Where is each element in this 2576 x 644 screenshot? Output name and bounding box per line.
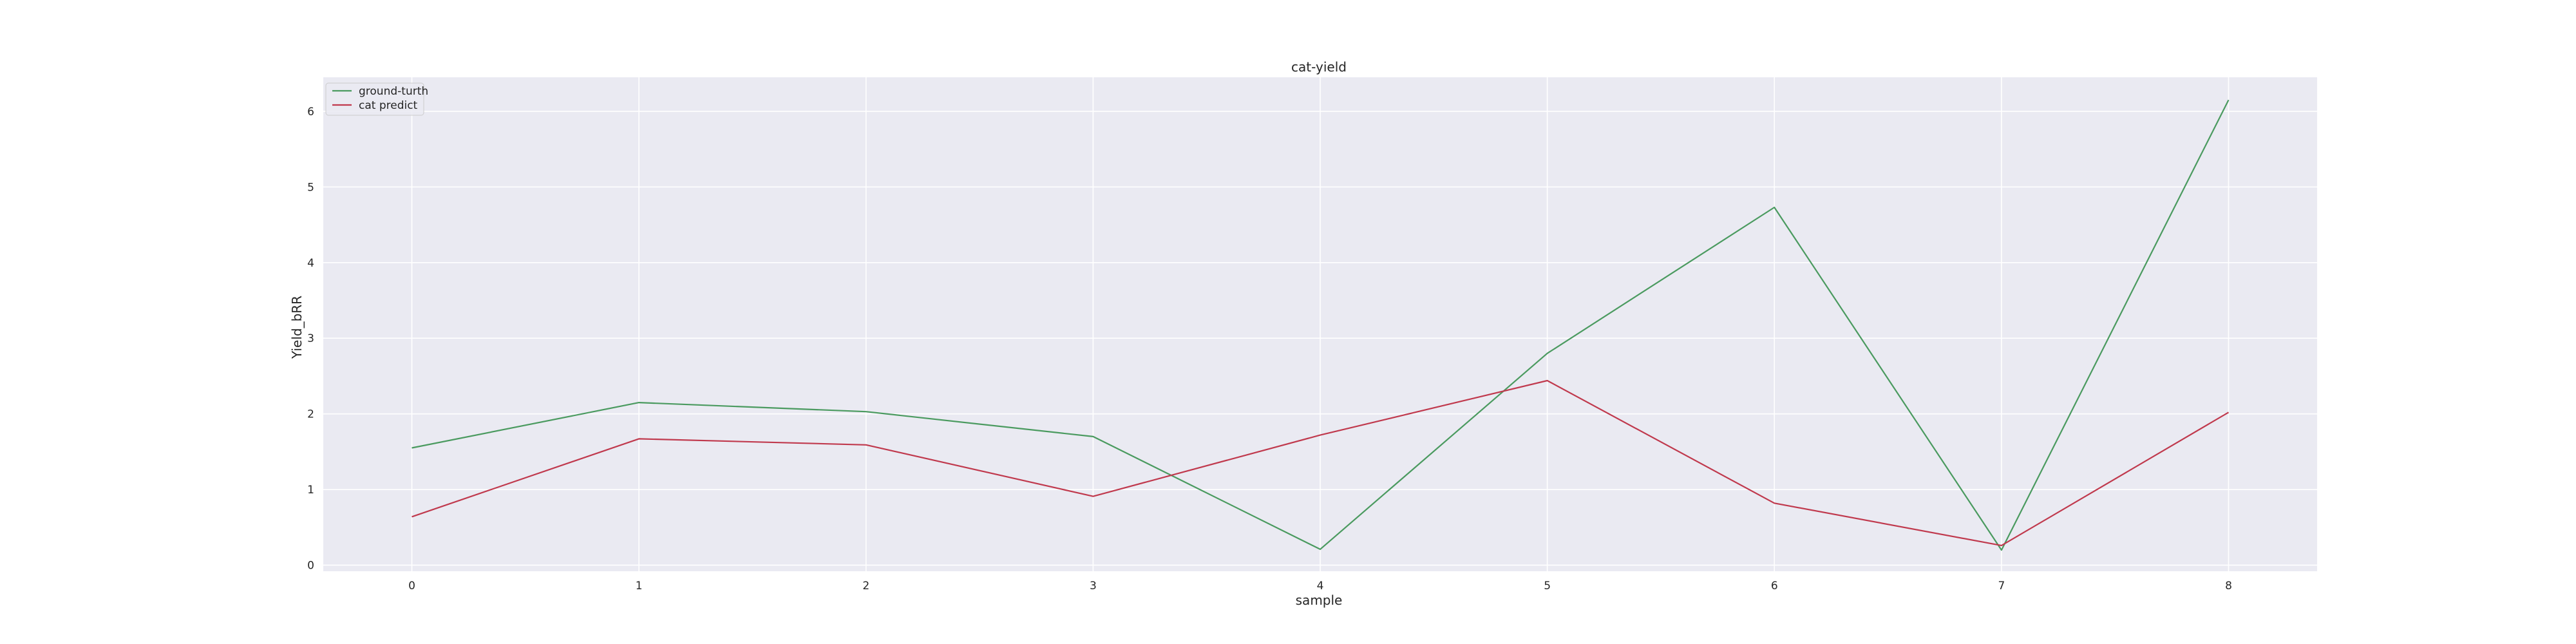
x-tick-label: 7 [1998,580,2005,592]
y-tick-label: 0 [307,560,314,573]
x-tick-label: 1 [636,580,643,592]
y-axis-ticks: 0 1 2 3 4 5 6 [307,106,314,573]
y-tick-label: 4 [307,257,314,270]
y-tick-label: 2 [307,408,314,421]
x-axis-ticks: 0 1 2 3 4 5 6 7 8 [408,580,2232,592]
chart-title: cat-yield [1291,59,1347,75]
series-lines [412,99,2230,551]
series-line-1 [412,379,2230,547]
legend-label: cat predict [359,99,418,112]
y-axis-label: Yield_bRR [289,296,305,359]
legend-label: ground-turth [359,85,428,98]
series-line-0 [412,99,2230,551]
y-tick-label: 5 [307,181,314,194]
x-tick-label: 8 [2225,580,2232,592]
x-tick-label: 5 [1544,580,1551,592]
y-tick-label: 3 [307,332,314,345]
x-tick-label: 4 [1317,580,1324,592]
y-tick-label: 6 [307,106,314,118]
y-tick-label: 1 [307,484,314,497]
x-tick-label: 2 [862,580,869,592]
x-axis-label: sample [1296,592,1343,608]
x-tick-label: 3 [1090,580,1097,592]
grid [323,77,2317,571]
x-tick-label: 6 [1771,580,1778,592]
x-tick-label: 0 [408,580,415,592]
